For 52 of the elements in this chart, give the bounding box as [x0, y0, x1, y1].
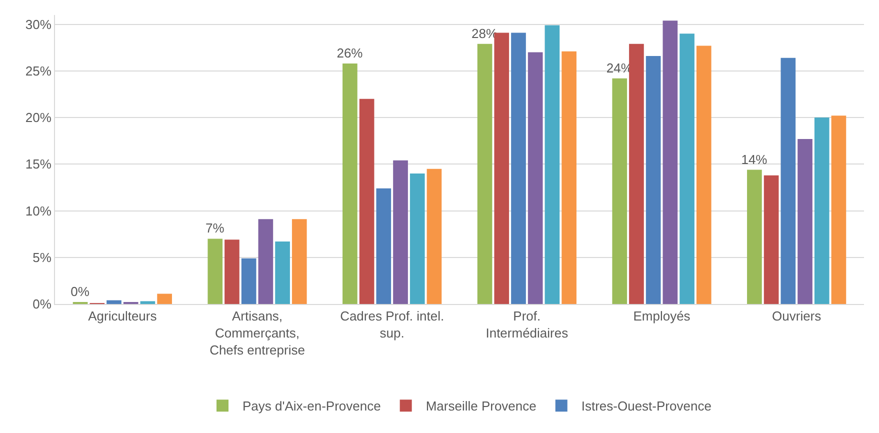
bar: [814, 118, 830, 304]
x-tick-label: Agriculteurs: [88, 308, 158, 324]
bar: [747, 170, 762, 304]
bar: [629, 44, 644, 304]
bar: [764, 175, 779, 304]
data-label: 0%: [70, 284, 90, 299]
y-tick-label: 15%: [25, 156, 52, 172]
bar: [662, 20, 678, 304]
legend-label: Marseille Provence: [426, 398, 536, 414]
bar: [224, 240, 240, 304]
data-label: 14%: [741, 152, 768, 167]
data-label: 26%: [336, 45, 364, 60]
bar: [275, 242, 290, 304]
y-tick-label: 30%: [25, 16, 52, 32]
bar: [511, 32, 526, 304]
bar: [798, 138, 812, 304]
bar: [612, 78, 628, 304]
bar: [342, 63, 358, 304]
bar: [477, 44, 492, 304]
bar: [359, 98, 374, 304]
x-tick-label: Employés: [633, 308, 691, 324]
legend-label: Pays d'Aix-en-Provence: [242, 398, 381, 414]
bar: [831, 116, 846, 304]
bar: [393, 160, 408, 304]
bar: [292, 219, 307, 304]
bar: [208, 238, 223, 304]
bar: [106, 300, 122, 304]
bar: [780, 58, 796, 304]
bar: [157, 294, 172, 304]
y-tick-label: 20%: [25, 110, 52, 126]
y-tick-label: 0%: [32, 296, 52, 312]
y-tick-label: 5%: [32, 250, 52, 265]
bar: [410, 173, 425, 304]
x-tick-label: Artisans, Commerçants, Chefs entreprise: [210, 308, 305, 358]
x-tick-label: Cadres Prof. intel. sup.: [340, 308, 444, 340]
bar: [140, 301, 156, 304]
bar: [562, 51, 576, 304]
data-label: 7%: [206, 220, 225, 236]
x-tick-label: Prof. Intermédiaires: [486, 308, 569, 340]
bar: [258, 219, 274, 304]
x-tick-label: Ouvriers: [772, 308, 822, 324]
bar: [426, 168, 442, 304]
bar: [696, 46, 712, 304]
bar: [544, 25, 560, 304]
y-tick-label: 25%: [25, 63, 52, 78]
bar: [680, 34, 694, 304]
bar: [528, 52, 543, 304]
bar: [241, 258, 256, 304]
bar: [646, 56, 661, 304]
y-tick-label: 10%: [25, 203, 52, 218]
bar: [376, 188, 392, 304]
legend-label: Istres-Ouest-Provence: [581, 398, 712, 414]
